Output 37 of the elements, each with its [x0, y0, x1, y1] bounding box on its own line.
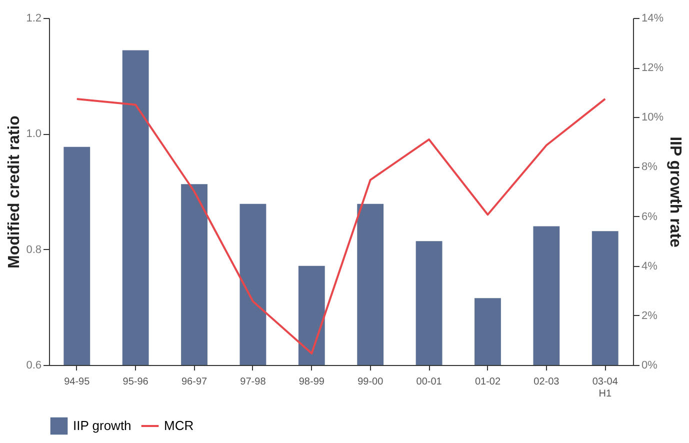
x-tick-label: 02-03	[534, 376, 560, 388]
x-tick-label: 99-00	[358, 376, 384, 388]
legend-label: IIP growth	[73, 418, 132, 433]
y2-tick-label: 6%	[642, 210, 658, 223]
bar	[181, 184, 208, 365]
y2-tick-label: 2%	[642, 310, 658, 322]
line-series	[76, 98, 606, 354]
y-tick-label: 0.6	[26, 360, 42, 372]
y2-tick-label: 14%	[642, 12, 664, 24]
bar	[298, 266, 325, 365]
y-tick-label: 0.8	[26, 244, 42, 256]
bar	[533, 226, 560, 365]
bar	[592, 231, 618, 365]
y2-tick-label: 12%	[642, 62, 664, 74]
bar	[122, 50, 149, 365]
x-tick-label: 94-95	[64, 376, 90, 388]
bar	[474, 298, 501, 365]
x-tick-label: 97-98	[240, 376, 266, 388]
x-tick-label: 01-02	[474, 376, 501, 388]
x-tick-label: 03-04 H1	[592, 376, 618, 400]
y2-tick-label: 10%	[642, 112, 664, 124]
x-tick-label: 96-97	[181, 376, 208, 388]
bar	[240, 204, 266, 365]
y2-tick-label: 0%	[642, 360, 658, 372]
x-tick-label: 00-01	[416, 376, 442, 388]
y-tick-label: 1.2	[26, 12, 42, 24]
y2-tick-label: 4%	[642, 260, 658, 272]
legend-label: MCR	[164, 418, 194, 433]
x-tick-label: 98-99	[298, 376, 325, 388]
y-axis-title: Modified credit ratio	[6, 115, 24, 268]
y2-axis-title: IIP growth rate	[666, 136, 684, 248]
x-tick-label: 95-96	[122, 376, 149, 388]
y2-tick-label: 8%	[642, 161, 658, 174]
bar	[357, 204, 384, 365]
bar	[416, 241, 442, 365]
bar	[64, 146, 90, 365]
y-tick-label: 1.0	[26, 128, 42, 140]
